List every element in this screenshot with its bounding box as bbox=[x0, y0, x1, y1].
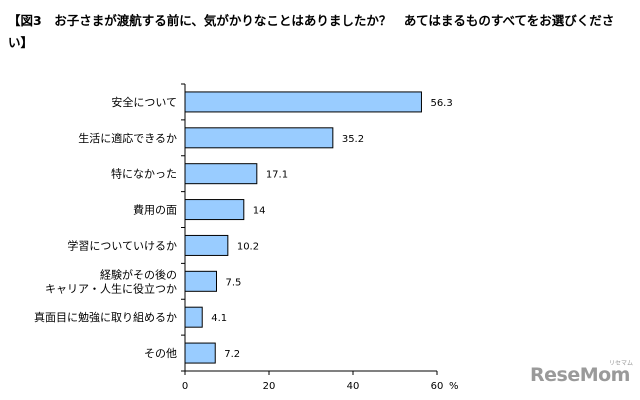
bar bbox=[184, 342, 216, 364]
value-label: 7.2 bbox=[224, 349, 240, 360]
value-label: 14 bbox=[253, 206, 266, 217]
bar bbox=[184, 270, 217, 292]
category-label: 生活に適応できるか bbox=[78, 131, 177, 145]
category-label: 学習についていけるか bbox=[67, 238, 177, 252]
value-label: 10.2 bbox=[237, 241, 259, 252]
x-tick-label: 0 bbox=[182, 381, 188, 392]
resemom-watermark: ReseMom bbox=[530, 364, 630, 386]
value-label: 4.1 bbox=[211, 313, 227, 324]
bar bbox=[184, 234, 229, 256]
chart-title: 【図3 お子さまが渡航する前に、気がかりなことはありましたか？ あてはまるものす… bbox=[8, 13, 615, 50]
x-unit-label: % bbox=[449, 381, 459, 392]
x-tick-label: 60 bbox=[431, 381, 444, 392]
bar bbox=[184, 163, 258, 185]
category-label: 費用の面 bbox=[133, 203, 177, 217]
value-label: 17.1 bbox=[266, 170, 288, 181]
bar bbox=[184, 127, 334, 149]
category-label: キャリア・人生に役立つか bbox=[45, 281, 177, 295]
bar bbox=[184, 199, 245, 221]
value-label: 56.3 bbox=[430, 98, 452, 109]
resemom-watermark-ruby: リセマム bbox=[609, 360, 634, 367]
category-label: 真面目に勉強に取り組めるか bbox=[34, 310, 177, 324]
value-label: 35.2 bbox=[342, 134, 364, 145]
category-label: その他 bbox=[144, 347, 177, 360]
x-tick-label: 40 bbox=[347, 381, 360, 392]
category-label: 特になかった bbox=[111, 167, 177, 181]
bar bbox=[184, 306, 203, 328]
bar bbox=[184, 91, 422, 113]
category-label: 安全について bbox=[111, 95, 177, 109]
value-label: 7.5 bbox=[226, 277, 242, 288]
category-label: 経験がその後の bbox=[100, 267, 177, 281]
x-tick-label: 20 bbox=[263, 381, 276, 392]
